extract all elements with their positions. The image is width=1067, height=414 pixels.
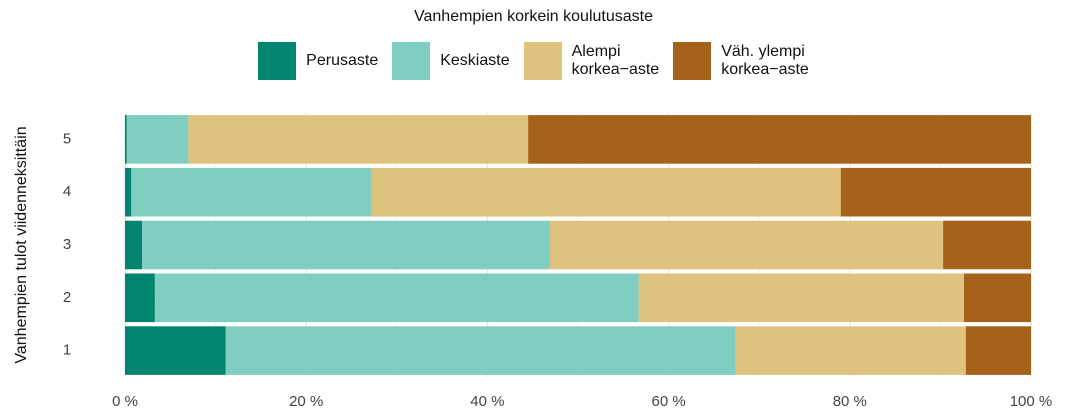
y-tick-label: 3 [63, 236, 71, 253]
legend-key [258, 42, 297, 80]
bar-segment [965, 326, 1031, 375]
bar-segment [638, 273, 964, 323]
bar-segment [943, 220, 1031, 270]
bar-segment [126, 115, 189, 164]
bar-segment [549, 220, 944, 270]
bar-segment [131, 167, 372, 217]
y-axis-label: Vanhempien tulot viidenneksittäin [13, 126, 30, 363]
x-tick-label: 60 % [651, 393, 685, 410]
bar-segment [840, 167, 1031, 217]
bar-segment [125, 220, 143, 270]
bar-segment [963, 273, 1031, 323]
legend-label: Väh. ylempi korkea−aste [721, 43, 809, 78]
legend-title: Vanhempien korkein koulutusaste [414, 8, 653, 25]
bar-segment [225, 326, 736, 375]
y-tick-label: 2 [63, 289, 71, 306]
bar-segment [142, 220, 550, 270]
legend-label: Alempi korkea−aste [571, 43, 660, 78]
legend-key [523, 42, 562, 80]
x-tick-label: 80 % [833, 393, 867, 410]
bar-segment [188, 115, 529, 164]
bar-segment [735, 326, 966, 375]
bar-segment [371, 167, 841, 217]
y-tick-label: 4 [63, 183, 71, 200]
bar-segment [125, 273, 155, 323]
x-tick-label: 100 % [1010, 393, 1053, 410]
x-tick-label: 0 % [112, 393, 138, 410]
x-tick-label: 40 % [470, 393, 504, 410]
legend-item: Keskiaste [392, 42, 510, 80]
x-tick-label: 20 % [289, 393, 323, 410]
legend-item: Alempi korkea−aste [523, 42, 660, 80]
legend-item: Perusaste [258, 42, 378, 80]
bar-segment [528, 115, 1031, 164]
legend-label: Keskiaste [440, 52, 510, 69]
legend-item: Väh. ylempi korkea−aste [673, 42, 809, 80]
bar-segment [154, 273, 639, 323]
legend-key [392, 42, 431, 80]
legend-key [673, 42, 712, 80]
y-tick-label: 1 [63, 342, 71, 359]
bar-segment [125, 326, 226, 375]
legend-label: Perusaste [306, 52, 379, 69]
bar-segment [125, 167, 132, 217]
y-tick-label: 5 [63, 130, 71, 147]
legend: Perusaste Keskiaste Alempi korkea−aste Väh.… [0, 42, 1067, 80]
bar-segment [125, 115, 127, 164]
